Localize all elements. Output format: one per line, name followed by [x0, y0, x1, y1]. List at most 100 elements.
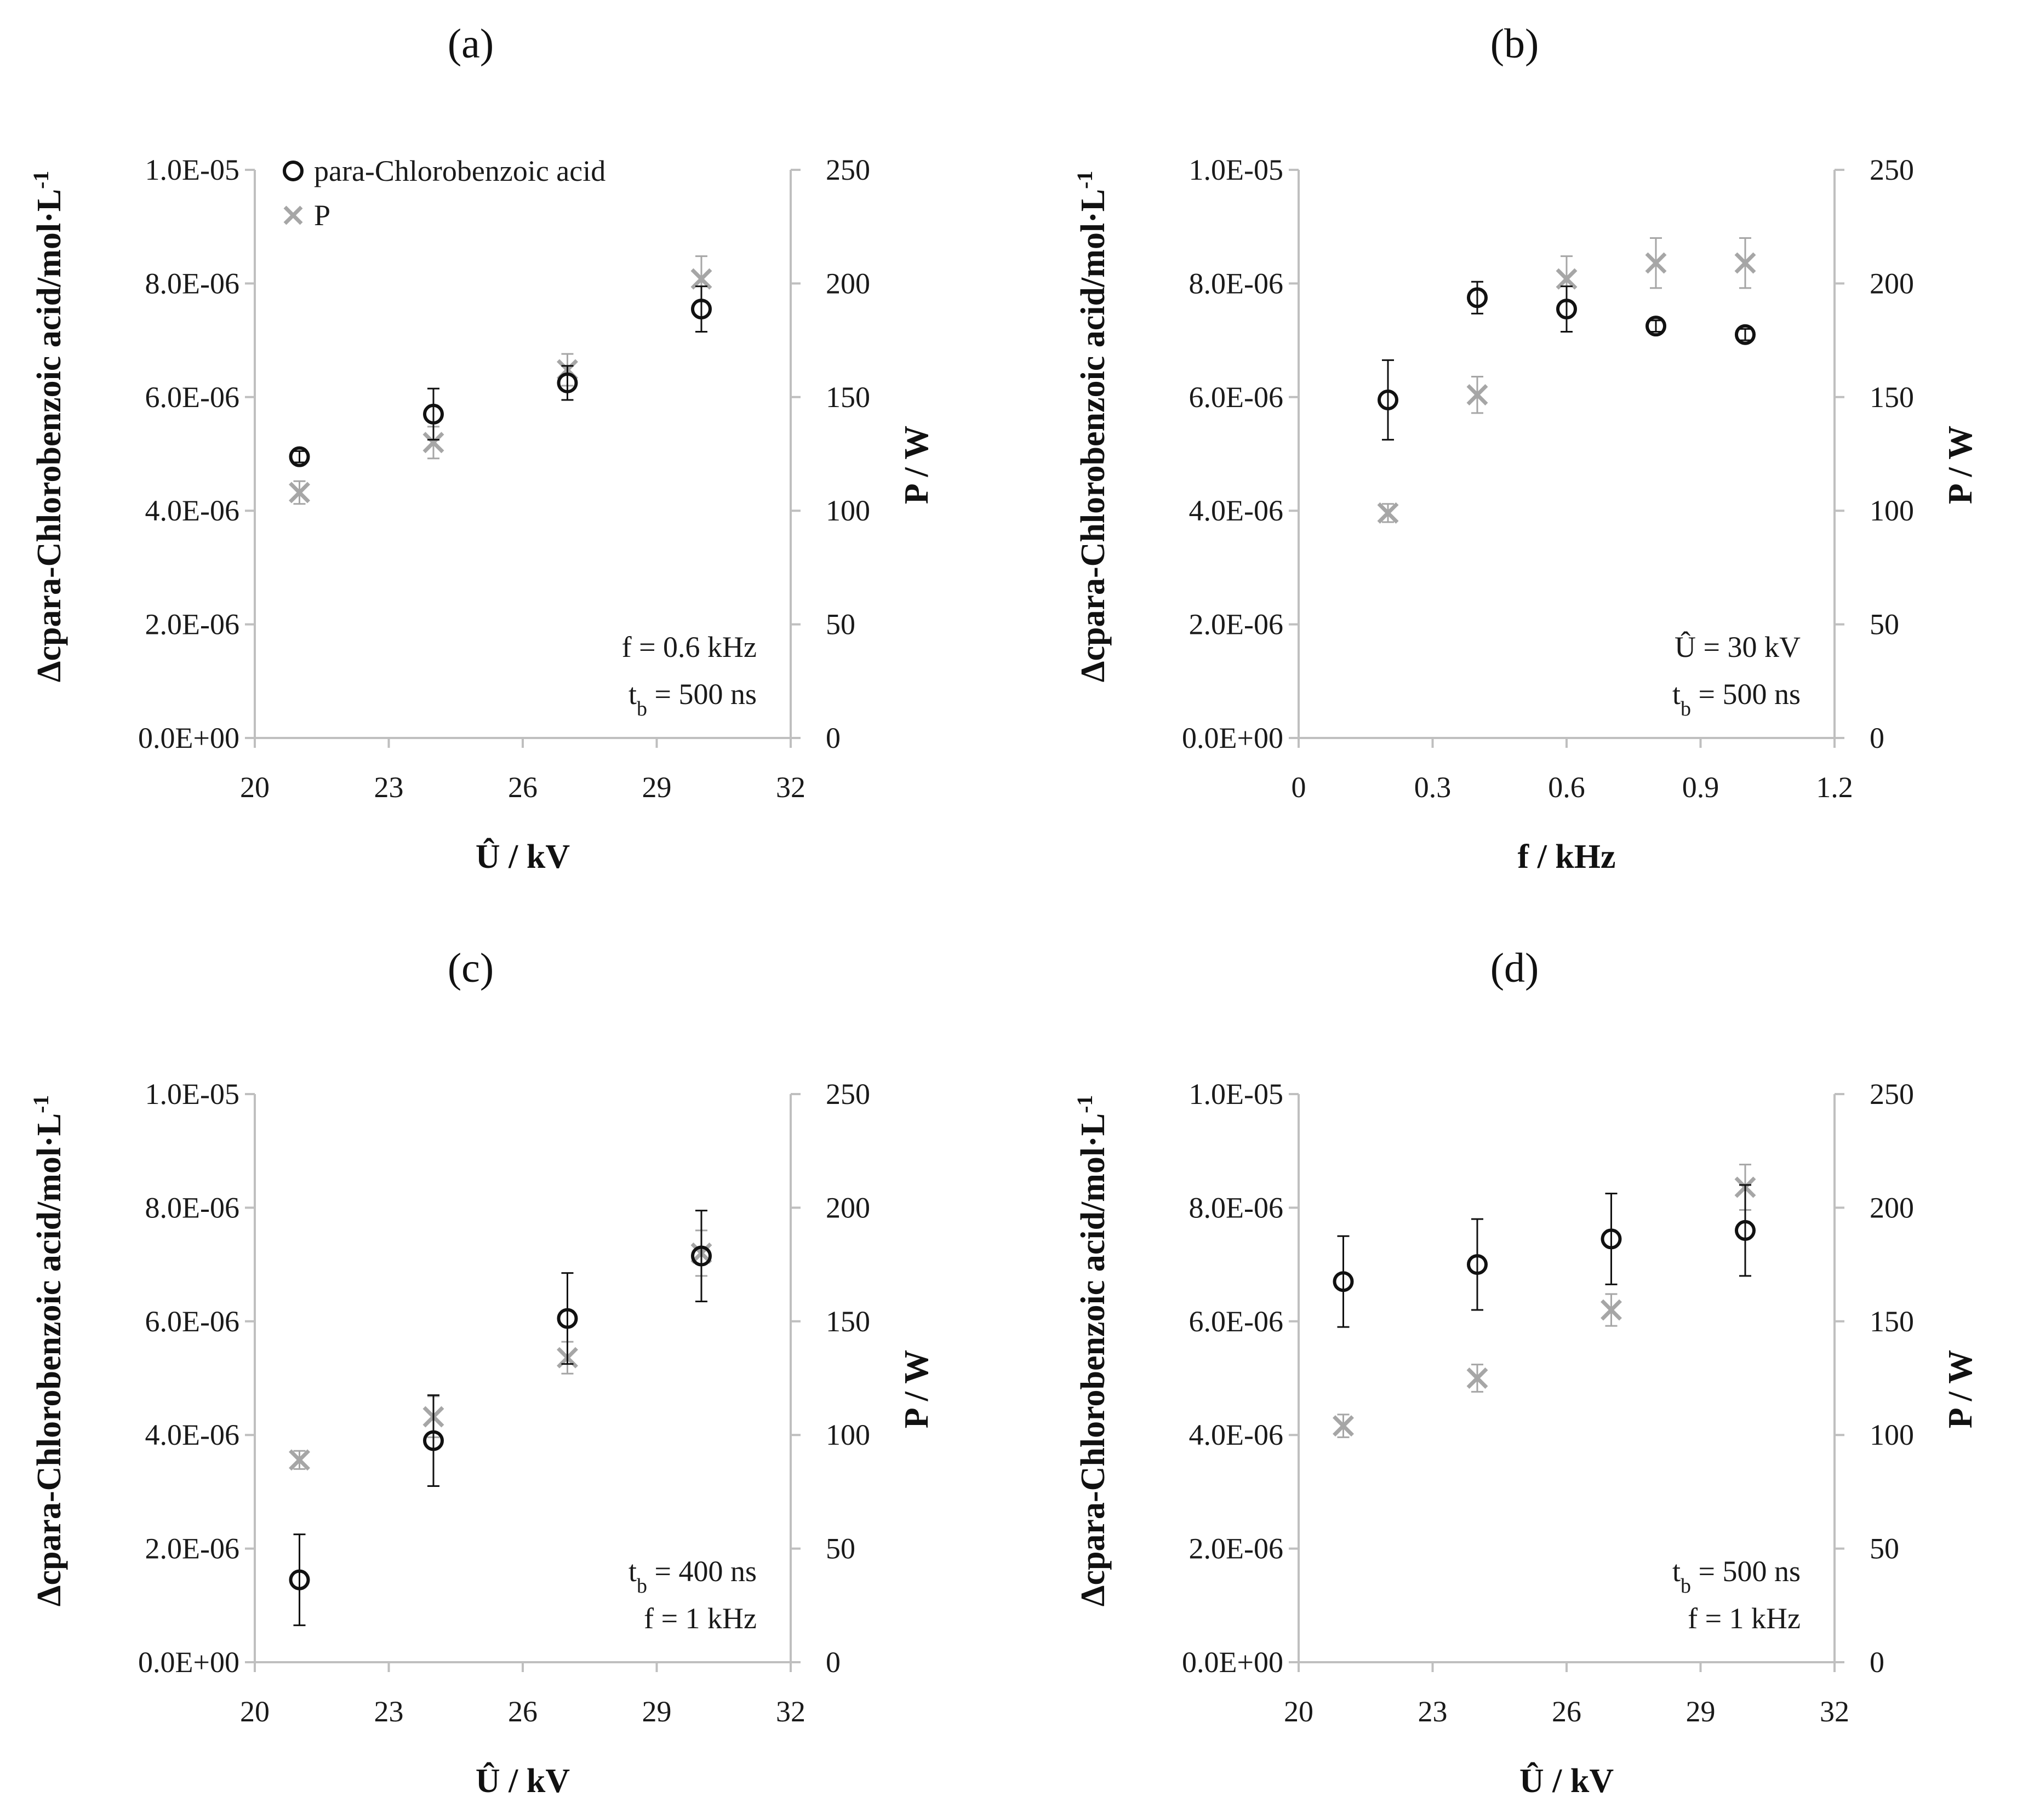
y-axis-title-sup: -1: [28, 1095, 53, 1113]
data-point-power: [1377, 502, 1399, 524]
y-tick-label: 6.0E-06: [1189, 381, 1283, 414]
annotation-main: f = 1 kHz: [1688, 1602, 1801, 1635]
x-tick-label: 0.6: [1548, 771, 1585, 804]
cross-stroke: [1645, 252, 1667, 274]
data-point-pcba: [423, 403, 444, 425]
data-point-pcba: [1645, 316, 1666, 337]
legend-label-pcba: para-Chlorobenzoic acid: [314, 154, 605, 187]
x-tick-label: 29: [642, 1695, 672, 1728]
x-tick-label: 0.9: [1682, 771, 1719, 804]
data-point-pcba: [691, 1245, 712, 1267]
y-tick-label: 4.0E-06: [1189, 1418, 1283, 1451]
y2-tick-label: 200: [826, 267, 870, 300]
data-point-pcba: [1333, 1271, 1354, 1292]
annotation-main: Û = 30 kV: [1675, 631, 1801, 663]
annotation: f = 1 kHz: [644, 1602, 757, 1635]
y-tick-label: 0.0E+00: [138, 722, 239, 754]
x-tick-label: 26: [508, 1695, 538, 1728]
data-point-pcba: [1556, 299, 1577, 320]
y2-tick-label: 250: [1870, 1078, 1914, 1111]
y-tick-label: 0.0E+00: [1182, 1646, 1283, 1679]
annotation-tail: = 500 ns: [647, 678, 757, 711]
annotation: tb = 400 ns: [628, 1555, 757, 1598]
annotation-main: f = 0.6 kHz: [622, 631, 757, 663]
x-tick-label: 32: [776, 1695, 805, 1728]
annotation-tail: = 400 ns: [647, 1555, 757, 1588]
y2-tick-label: 100: [826, 494, 870, 527]
y-tick-label: 8.0E-06: [145, 1191, 239, 1224]
data-point-pcba: [1467, 287, 1488, 308]
cross-stroke: [289, 1449, 310, 1471]
y2-tick-label: 100: [826, 1418, 870, 1451]
panel-label: (c): [448, 945, 494, 991]
y2-axis-title: P / W: [1942, 426, 1979, 505]
x-tick-label: 0: [1292, 771, 1306, 804]
y-axis-title: Δcpara-Chlorobenzoic acid/mol·L-1: [1072, 1095, 1112, 1607]
data-point-pcba: [1467, 1254, 1488, 1275]
annotation: tb = 500 ns: [1672, 1555, 1801, 1598]
data-point-power: [1466, 1367, 1488, 1389]
x-tick-label: 32: [776, 771, 805, 804]
y2-tick-label: 0: [1870, 722, 1884, 754]
legend-label-power: P: [314, 199, 330, 232]
cross-stroke: [1333, 1415, 1354, 1437]
y2-tick-label: 50: [1870, 608, 1899, 641]
y2-tick-label: 0: [826, 1646, 841, 1679]
data-point-power: [690, 268, 712, 290]
y2-tick-label: 200: [826, 1191, 870, 1224]
data-point-power: [1645, 252, 1667, 274]
panel-label: (a): [448, 21, 494, 67]
x-tick-label: 0.3: [1414, 771, 1452, 804]
y2-tick-label: 250: [826, 1078, 870, 1111]
data-point-pcba: [557, 372, 578, 393]
panel-d: (d) 20 23 26 29 32 0.0E+00 2.0E-06 4.0E-06 6.0E-0…: [1072, 945, 1980, 1800]
cross-stroke: [283, 205, 303, 225]
y-axis-title-sup: -1: [1072, 171, 1097, 189]
legend-cross-icon: [283, 205, 303, 225]
legend-circle-icon: [283, 161, 304, 181]
data-point-power: [289, 482, 310, 503]
x-axis-title: Û / kV: [1519, 1762, 1614, 1800]
y-tick-label: 4.0E-06: [1189, 494, 1283, 527]
y2-tick-label: 0: [1870, 1646, 1884, 1679]
annotation-tail: = 500 ns: [1691, 678, 1801, 711]
x-tick-label: 23: [374, 771, 404, 804]
y-tick-label: 4.0E-06: [145, 1418, 239, 1451]
y-tick-label: 4.0E-06: [145, 494, 239, 527]
panel-a: (a) 20 23 26 29 32 0.0E+00 2.0E-06 4.0E-06 6.0E-0…: [28, 21, 936, 875]
y-axis-title-main: Δcpara-Chlorobenzoic acid/mol·L: [1075, 1113, 1112, 1607]
annotation-main: t: [1672, 1555, 1681, 1588]
y-tick-label: 8.0E-06: [1189, 267, 1283, 300]
y-tick-label: 8.0E-06: [145, 267, 239, 300]
y2-tick-label: 150: [826, 1305, 870, 1338]
data-point-pcba: [1735, 324, 1756, 345]
y-axis-title: Δcpara-Chlorobenzoic acid/mol·L-1: [28, 1095, 68, 1607]
annotation-sub: b: [637, 1575, 647, 1598]
cross-stroke: [690, 268, 712, 290]
y-axis-title-main: Δcpara-Chlorobenzoic acid/mol·L: [1075, 189, 1112, 683]
y-tick-label: 8.0E-06: [1189, 1191, 1283, 1224]
y-axis-title: Δcpara-Chlorobenzoic acid/mol·L-1: [1072, 171, 1112, 683]
y-tick-label: 6.0E-06: [145, 1305, 239, 1338]
y2-tick-label: 100: [1870, 1418, 1914, 1451]
y-tick-label: 6.0E-06: [145, 381, 239, 414]
annotation-main: t: [628, 1555, 637, 1588]
data-point-pcba: [1601, 1228, 1622, 1250]
data-point-pcba: [691, 299, 712, 320]
y2-tick-label: 150: [826, 381, 870, 414]
y-tick-label: 6.0E-06: [1189, 1305, 1283, 1338]
cross-stroke: [1556, 268, 1578, 290]
y-tick-label: 1.0E-05: [145, 153, 239, 186]
panel-label: (b): [1490, 21, 1539, 67]
x-tick-label: 20: [1284, 1695, 1313, 1728]
panel-b: (b) 0 0.3 0.6 0.9 1.2 0.0E+00 2.0E-06 4.0E-06 6.0…: [1072, 21, 1980, 875]
y2-tick-label: 150: [1870, 1305, 1914, 1338]
y-tick-label: 0.0E+00: [138, 1646, 239, 1679]
data-point-power: [289, 1449, 310, 1471]
y-tick-label: 1.0E-05: [1189, 153, 1283, 186]
x-tick-label: 20: [240, 771, 270, 804]
data-point-pcba: [289, 1569, 310, 1590]
y-axis-title: Δcpara-Chlorobenzoic acid/mol·L-1: [28, 171, 68, 683]
